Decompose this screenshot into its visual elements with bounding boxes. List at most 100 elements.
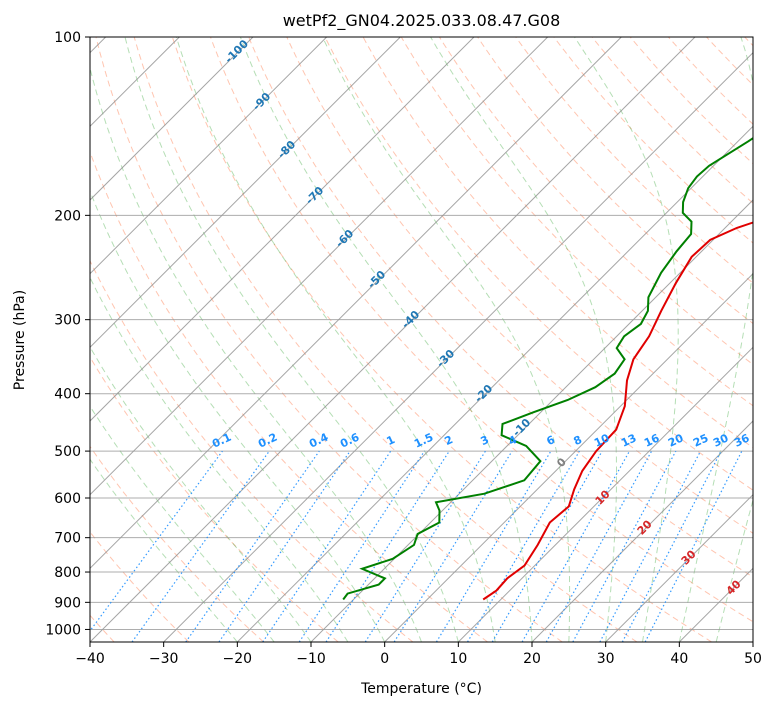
mixing-ratio-line bbox=[218, 450, 351, 642]
dry-adiabat bbox=[668, 37, 753, 125]
x-tick-label: −10 bbox=[296, 651, 326, 667]
mixing-ratio-line bbox=[325, 450, 450, 642]
dry-adiabat bbox=[90, 259, 414, 642]
x-axis-title: Temperature (°C) bbox=[360, 681, 482, 697]
moist-adiabat bbox=[239, 37, 533, 642]
isotherm bbox=[384, 272, 753, 642]
mixing-ratio-label: 25 bbox=[691, 431, 710, 449]
dewpoint-line bbox=[342, 136, 753, 601]
isotherm bbox=[457, 346, 753, 642]
dry-adiabat bbox=[90, 356, 339, 642]
mixing-ratio-label: 8 bbox=[572, 433, 584, 448]
moist-adiabat bbox=[175, 37, 496, 642]
isotherm bbox=[90, 37, 696, 642]
background-lines bbox=[90, 37, 753, 642]
mixing-ratio-line bbox=[262, 450, 392, 642]
dry-adiabat bbox=[438, 37, 753, 366]
data-lines bbox=[342, 136, 753, 601]
moist-adiabat bbox=[90, 65, 422, 642]
moist-adiabat bbox=[124, 37, 459, 642]
isotherm bbox=[531, 420, 753, 642]
moist-adiabat bbox=[90, 458, 238, 642]
isotherm bbox=[90, 37, 401, 349]
mixing-ratio-label: 1 bbox=[385, 433, 397, 448]
x-tick-label: 50 bbox=[744, 651, 762, 667]
chart-title: wetPf2_GN04.2025.033.08.47.G08 bbox=[283, 11, 561, 31]
dry-adiabat bbox=[553, 37, 753, 244]
moist-adiabat-label: 20 bbox=[635, 517, 655, 537]
moist-adiabat bbox=[90, 345, 312, 642]
dry-adiabat bbox=[324, 37, 753, 491]
moist-adiabat bbox=[678, 37, 753, 642]
dry-adiabat bbox=[133, 37, 638, 642]
y-tick-label: 200 bbox=[54, 208, 81, 224]
moist-adiabat-label: 0 bbox=[554, 455, 569, 470]
mixing-ratio-label: 30 bbox=[711, 431, 731, 449]
dry-adiabat bbox=[591, 37, 753, 204]
isotherm bbox=[90, 37, 328, 275]
moist-adiabat bbox=[90, 189, 386, 642]
mixing-ratio-line bbox=[393, 450, 513, 642]
x-tick-label: −40 bbox=[75, 651, 105, 667]
dry-adiabat bbox=[744, 37, 753, 47]
y-tick-label: 1000 bbox=[45, 622, 81, 638]
mixing-ratio-line bbox=[364, 450, 486, 642]
dry-adiabat bbox=[171, 37, 712, 642]
mixing-ratio-line bbox=[185, 450, 320, 642]
dry-adiabat bbox=[95, 37, 563, 642]
dry-adiabat-label: -40 bbox=[399, 308, 422, 331]
axes: −40 −30 −20 −10 0 10 20 30 40 5010020030040050060… bbox=[45, 30, 762, 667]
mixing-ratio-line bbox=[435, 450, 552, 642]
mixing-ratio-label: 13 bbox=[619, 431, 638, 449]
mixing-ratio-line bbox=[572, 450, 677, 642]
isotherm bbox=[90, 37, 549, 496]
y-tick-label: 100 bbox=[54, 30, 81, 46]
x-tick-label: 40 bbox=[670, 651, 688, 667]
plot-frame bbox=[89, 36, 754, 643]
x-tick-label: 20 bbox=[523, 651, 541, 667]
y-tick-label: 800 bbox=[54, 565, 81, 581]
mixing-ratio-label: 20 bbox=[666, 431, 686, 449]
temperature-line bbox=[482, 221, 753, 601]
isotherm bbox=[90, 37, 622, 570]
mixing-ratio-label: 6 bbox=[545, 433, 558, 448]
y-tick-label: 900 bbox=[54, 595, 81, 611]
isotherm bbox=[752, 641, 753, 642]
isotherm bbox=[163, 51, 753, 642]
dry-adiabat bbox=[400, 37, 753, 407]
mixing-ratio-label: 0.4 bbox=[307, 430, 330, 450]
moist-adiabat bbox=[574, 37, 679, 642]
mixing-ratio-line bbox=[599, 450, 702, 642]
moist-adiabat bbox=[90, 405, 275, 642]
mixing-ratio-line bbox=[466, 450, 580, 642]
isotherm bbox=[236, 125, 753, 642]
isotherm bbox=[678, 567, 753, 642]
mixing-ratio-line bbox=[644, 450, 743, 642]
dry-adiabat bbox=[629, 37, 753, 165]
dry-adiabat bbox=[477, 37, 753, 325]
mixing-ratio-label: 16 bbox=[642, 431, 662, 449]
y-tick-label: 400 bbox=[54, 387, 81, 403]
dry-adiabat bbox=[90, 150, 488, 642]
mixing-ratio-line bbox=[545, 450, 653, 642]
mixing-ratio-label: 0.2 bbox=[256, 431, 279, 451]
moist-adiabat bbox=[715, 498, 753, 642]
mixing-ratio-label: 36 bbox=[732, 431, 752, 449]
dry-adiabat-label: -50 bbox=[365, 268, 388, 291]
moist-adiabat bbox=[752, 640, 753, 642]
moist-adiabat-label: 30 bbox=[679, 547, 699, 567]
mixing-ratio-label: 0.1 bbox=[210, 431, 233, 451]
dry-adiabat-label: -20 bbox=[472, 382, 495, 405]
y-tick-label: 700 bbox=[54, 531, 81, 547]
dry-adiabat bbox=[90, 445, 264, 642]
dry-adiabat bbox=[210, 37, 753, 623]
dry-adiabat-label: -60 bbox=[333, 227, 356, 250]
isotherm bbox=[605, 493, 753, 642]
x-tick-label: −20 bbox=[223, 651, 253, 667]
isotherm bbox=[90, 37, 254, 201]
mixing-ratio-line bbox=[521, 450, 631, 642]
mixing-ratio-label: 2 bbox=[443, 433, 455, 448]
mixing-ratio-line bbox=[298, 450, 425, 642]
dry-adiabat bbox=[90, 531, 190, 642]
y-axis-title: Pressure (hPa) bbox=[12, 290, 28, 390]
